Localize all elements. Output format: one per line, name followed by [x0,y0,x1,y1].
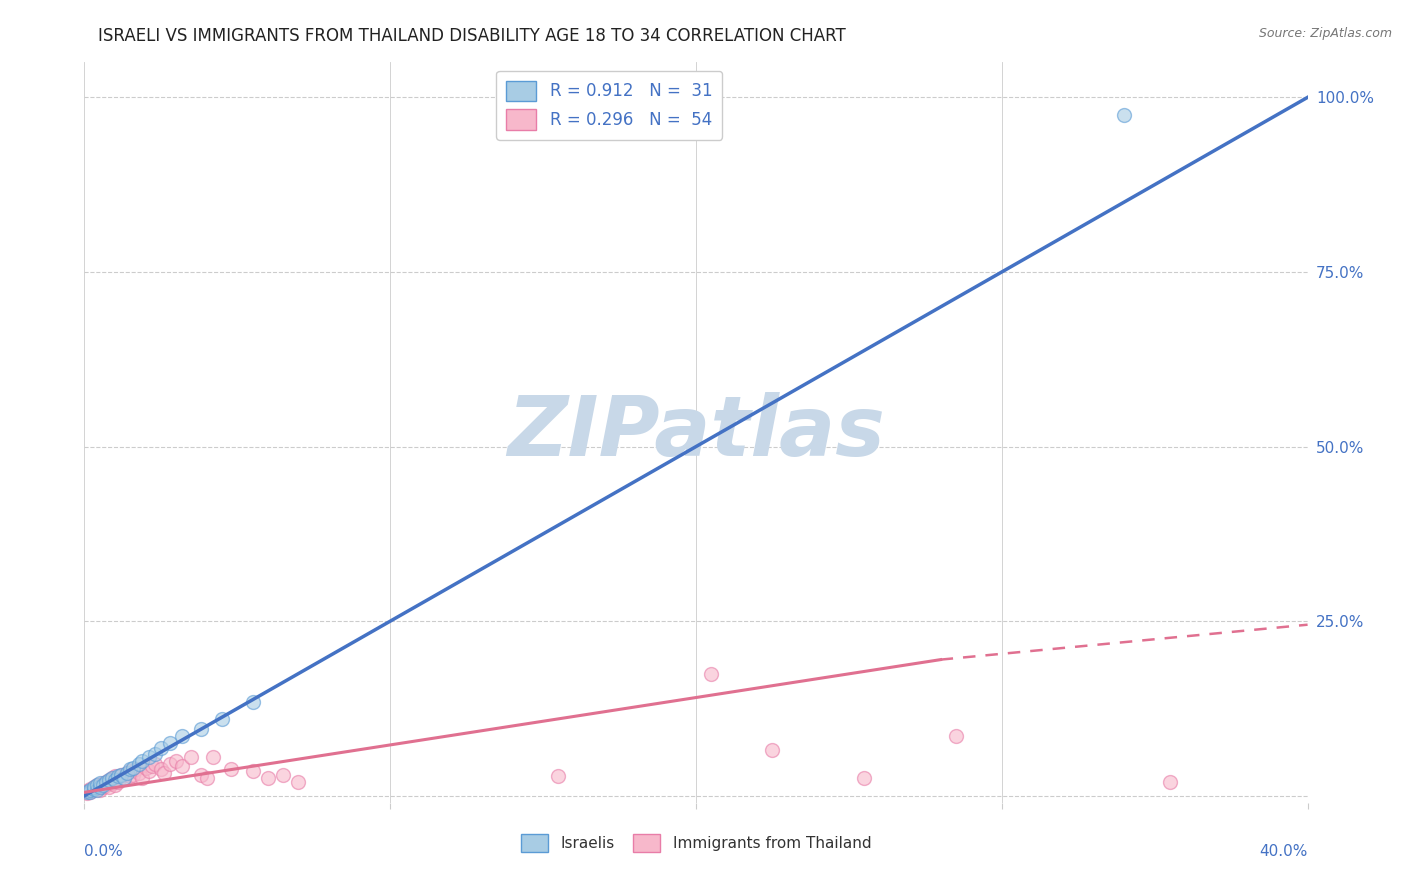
Point [135,761,157,775]
Point [853,772,876,786]
Point [79,783,101,797]
Point [211,712,233,726]
Point [271,768,294,782]
Point [201,750,224,764]
Text: 40.0%: 40.0% [1260,844,1308,858]
Point [149,762,172,776]
Point [101,776,124,790]
Point [159,757,181,772]
Point [1114,108,1136,122]
Point [79,784,101,798]
Point [107,775,129,789]
Point [257,772,280,786]
Point [79,784,101,798]
Point [101,772,124,786]
Point [180,750,202,764]
Point [219,762,242,776]
Point [89,779,111,793]
Legend: Israelis, Immigrants from Thailand: Israelis, Immigrants from Thailand [515,829,877,858]
Point [128,757,150,772]
Point [172,730,194,744]
Point [165,754,187,768]
Point [149,741,172,756]
Point [120,764,142,779]
Point [153,766,176,780]
Point [131,772,153,786]
Point [122,768,145,782]
Point [547,769,569,783]
Point [94,775,117,789]
Point [86,783,108,797]
Point [242,694,264,708]
Point [83,780,105,795]
Point [86,781,108,796]
Point [76,784,98,798]
Point [86,778,108,792]
Point [143,747,166,761]
Point [761,743,783,757]
Point [89,776,111,790]
Point [143,757,166,772]
Point [76,785,98,799]
Point [945,730,967,744]
Point [97,780,120,795]
Point [104,773,127,788]
Text: ISRAELI VS IMMIGRANTS FROM THAILAND DISABILITY AGE 18 TO 34 CORRELATION CHART: ISRAELI VS IMMIGRANTS FROM THAILAND DISA… [98,27,846,45]
Point [97,773,120,788]
Point [86,778,108,792]
Point [122,761,145,775]
Point [700,666,723,681]
Point [138,750,160,764]
Point [287,775,309,789]
Point [91,778,114,792]
Point [120,769,142,783]
Point [115,766,138,780]
Point [128,766,150,780]
Point [94,778,117,792]
Point [190,768,212,782]
Point [110,768,132,782]
Point [172,759,194,773]
Point [89,780,111,795]
Point [120,762,142,776]
Point [195,772,218,786]
Point [94,775,117,789]
Point [91,780,114,795]
Point [159,736,181,750]
Point [89,783,111,797]
Point [115,766,138,780]
Point [112,772,135,786]
Point [101,772,124,786]
Point [76,786,98,800]
Text: ZIPatlas: ZIPatlas [508,392,884,473]
Point [83,781,105,796]
Text: Source: ZipAtlas.com: Source: ZipAtlas.com [1258,27,1392,40]
Point [83,780,105,795]
Point [141,759,163,773]
Point [79,781,101,796]
Point [112,772,135,786]
Point [1159,775,1181,789]
Point [125,762,148,776]
Point [83,783,105,797]
Point [104,778,127,792]
Point [91,776,114,790]
Point [107,769,129,783]
Point [138,764,160,779]
Point [242,764,264,779]
Point [97,773,120,788]
Point [110,768,132,782]
Point [131,754,153,768]
Point [104,769,127,783]
Text: 0.0%: 0.0% [84,844,124,858]
Point [190,723,212,737]
